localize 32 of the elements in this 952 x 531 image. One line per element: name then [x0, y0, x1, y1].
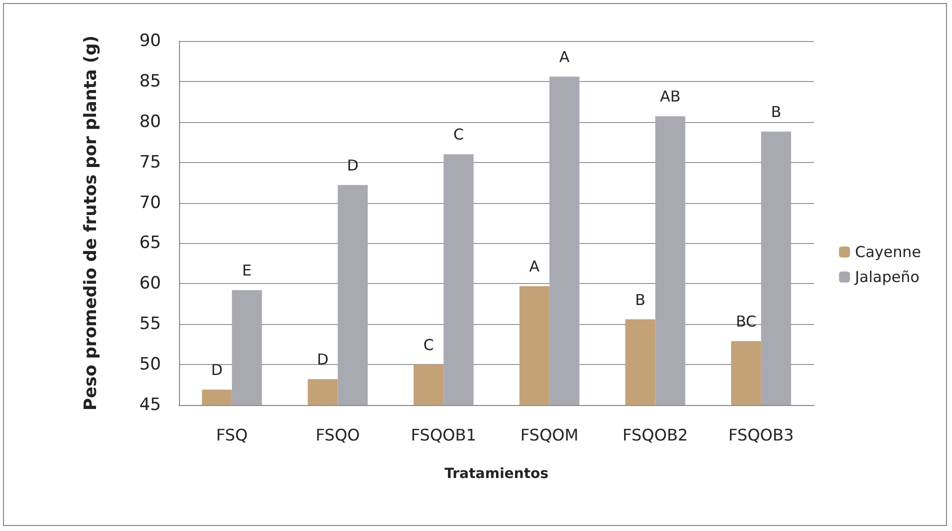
x-tick-label: FSQOB2: [622, 426, 688, 444]
data-label: AB: [660, 88, 681, 106]
y-tick-label: 90: [139, 31, 161, 51]
data-label: B: [770, 103, 782, 122]
x-tick-label: FSQOM: [520, 426, 578, 444]
legend-label: Jalapeño: [854, 268, 920, 286]
legend-label: Cayenne: [855, 243, 922, 261]
data-label: E: [242, 262, 252, 280]
data-label: C: [423, 336, 434, 354]
x-axis-title: Tratamientos: [444, 466, 548, 482]
x-tick-label: FSQOB1: [410, 426, 476, 444]
y-tick-label: 50: [139, 354, 161, 375]
data-label: D: [316, 350, 329, 369]
y-tick-label: 70: [139, 192, 161, 213]
y-tick-label: 55: [139, 314, 161, 334]
x-tick-label: FSQOB3: [728, 426, 794, 444]
x-tick-label: FSQ: [216, 426, 248, 444]
data-label: D: [346, 156, 359, 174]
x-tick-label: FSQO: [316, 426, 360, 444]
data-label: A: [529, 258, 540, 276]
y-tick-label: 75: [139, 152, 161, 172]
data-label: C: [453, 126, 464, 144]
y-tick-label: 85: [139, 71, 161, 92]
data-label: A: [559, 48, 570, 66]
data-label: D: [211, 361, 223, 380]
data-label: B: [635, 290, 646, 309]
data-label: BC: [736, 312, 756, 331]
y-axis-title: Peso promedio de frutos por planta (g): [81, 35, 101, 411]
y-tick-label: 65: [139, 233, 161, 254]
y-tick-label: 60: [139, 274, 161, 294]
y-tick-label: 80: [139, 112, 161, 132]
y-tick-label: 45: [139, 395, 161, 415]
